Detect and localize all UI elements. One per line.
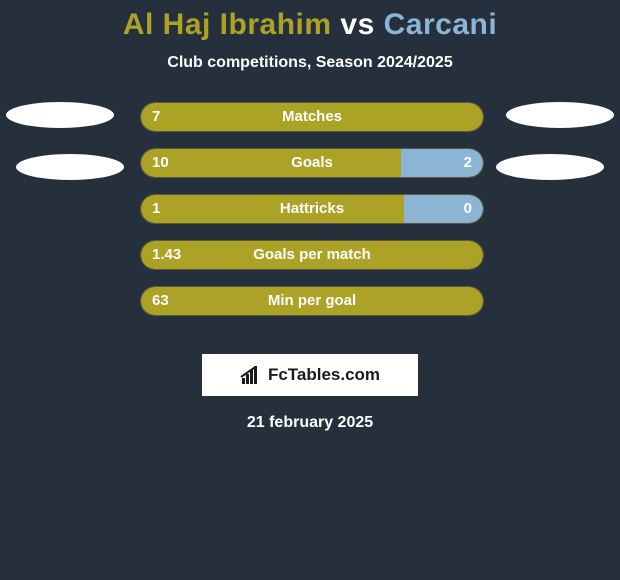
decorative-oval: [496, 154, 604, 180]
stat-row: Goals per match1.43: [0, 240, 620, 270]
bar-track: [140, 194, 484, 224]
stat-row: Min per goal63: [0, 286, 620, 316]
bar-track: [140, 240, 484, 270]
decorative-oval: [16, 154, 124, 180]
stat-row: Hattricks10: [0, 194, 620, 224]
bar-left: [141, 241, 483, 269]
stats-chart: Matches7Goals102Hattricks10Goals per mat…: [0, 102, 620, 332]
decorative-oval: [6, 102, 114, 128]
date-text: 21 february 2025: [0, 414, 620, 432]
bar-track: [140, 148, 484, 178]
vs-text: vs: [340, 8, 374, 41]
bar-track: [140, 286, 484, 316]
bar-left: [141, 287, 483, 315]
logo-text: FcTables.com: [268, 365, 380, 385]
site-logo: FcTables.com: [202, 354, 418, 396]
page-title: Al Haj Ibrahim vs Carcani: [0, 0, 620, 42]
bar-chart-icon: [240, 366, 262, 384]
bar-right: [404, 195, 483, 223]
bar-left: [141, 195, 404, 223]
bar-right: [401, 149, 483, 177]
player2-name: Carcani: [384, 8, 498, 41]
subtitle: Club competitions, Season 2024/2025: [0, 54, 620, 72]
decorative-oval: [506, 102, 614, 128]
player1-name: Al Haj Ibrahim: [123, 8, 332, 41]
bar-left: [141, 149, 401, 177]
bar-track: [140, 102, 484, 132]
bar-left: [141, 103, 483, 131]
